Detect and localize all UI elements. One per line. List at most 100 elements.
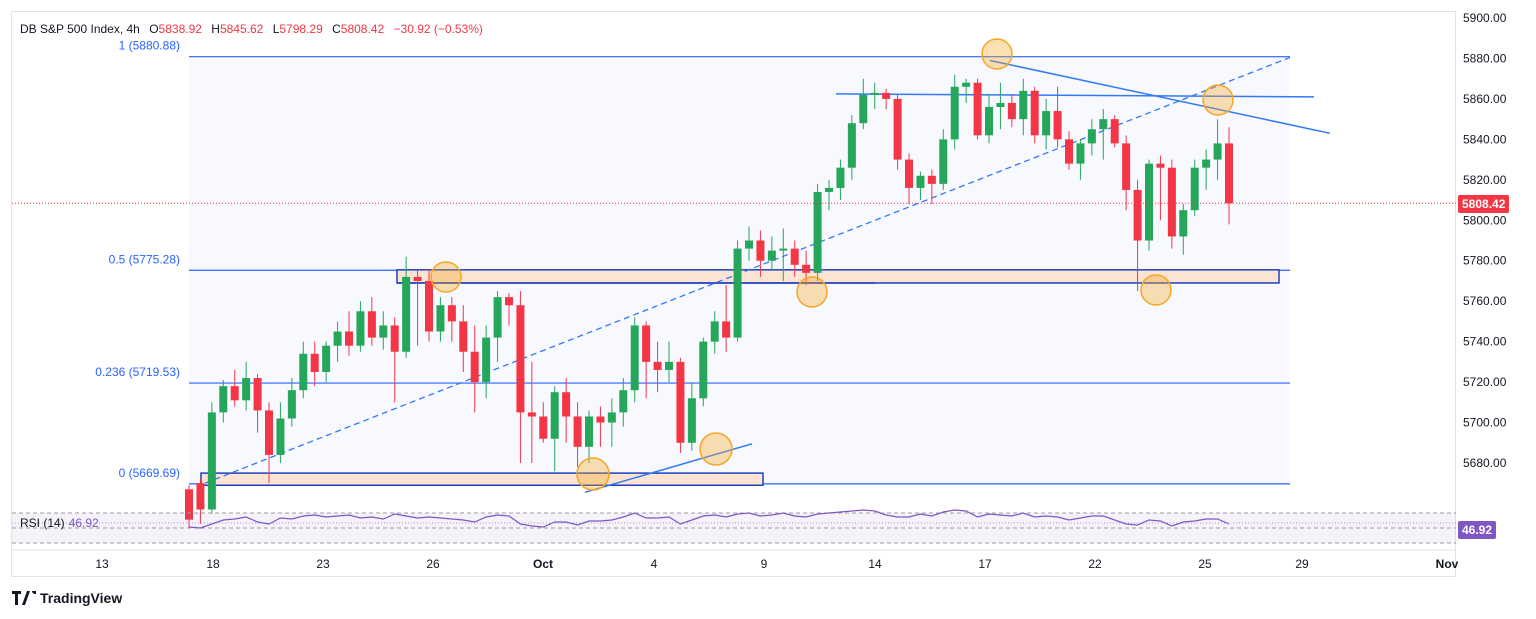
candle-up	[276, 418, 285, 455]
candle-up	[1213, 143, 1222, 160]
candle-up	[767, 250, 776, 261]
candle-down	[345, 331, 353, 346]
candle-up	[607, 412, 616, 423]
fib-label: 0 (5669.69)	[119, 466, 180, 480]
x-tick-label: 22	[1088, 557, 1102, 571]
candle-up	[665, 361, 673, 370]
candle-down	[882, 92, 891, 99]
candle-up	[219, 386, 228, 413]
candle-up	[813, 191, 822, 273]
minor-trendline	[584, 443, 753, 494]
y-tick-label: 5820.00	[1463, 173, 1507, 187]
y-tick-label: 5860.00	[1463, 92, 1507, 106]
candle-down	[1167, 167, 1176, 237]
candle-down	[642, 325, 651, 362]
candle-down	[196, 483, 205, 510]
candle-up	[1190, 167, 1199, 211]
resistance-line	[835, 93, 1315, 98]
candle-down	[527, 412, 536, 417]
candle-up	[825, 187, 833, 192]
candle-down	[1225, 143, 1233, 204]
candle-up	[710, 321, 719, 342]
candle-up	[356, 311, 365, 346]
candle-down	[653, 361, 662, 370]
candle-up	[870, 92, 879, 95]
candle-up	[482, 337, 491, 383]
candle-down	[230, 386, 239, 401]
chart-header: DB S&P 500 Index, 4h O5838.92 H5845.62 L…	[20, 22, 483, 36]
candle-up	[779, 248, 788, 251]
y-tick-label: 5680.00	[1463, 456, 1507, 470]
candle-down	[802, 264, 811, 273]
x-tick-label: 23	[316, 557, 330, 571]
support-zone-lower	[200, 472, 764, 486]
candle-down	[893, 98, 902, 160]
descending-trendline	[989, 59, 1331, 135]
symbol-title: DB S&P 500 Index, 4h	[20, 22, 140, 36]
candle-down	[447, 305, 456, 322]
low-value: 5798.29	[279, 22, 323, 36]
close-value: 5808.42	[340, 22, 385, 36]
candle-down	[722, 321, 731, 338]
rsi-title: RSI (14)	[20, 516, 65, 530]
candle-down	[539, 416, 548, 439]
x-tick-label: 14	[868, 557, 882, 571]
candle-down	[562, 392, 571, 417]
candle-up	[402, 276, 411, 352]
x-tick-label: 26	[426, 557, 440, 571]
x-tick-label: 4	[651, 557, 658, 571]
y-tick-label: 5900.00	[1463, 11, 1507, 25]
tradingview-logo[interactable]: TradingView	[12, 590, 122, 606]
y-tick-label: 5780.00	[1463, 254, 1507, 268]
y-tick-label: 5700.00	[1463, 416, 1507, 430]
candle-down	[265, 410, 273, 455]
candle-up	[1202, 159, 1211, 168]
candle-up	[493, 297, 502, 338]
y-tick-label: 5760.00	[1463, 294, 1507, 308]
rsi-inline-value: 46.92	[68, 516, 99, 530]
y-tick-label: 5800.00	[1463, 213, 1507, 227]
y-tick-label: 5720.00	[1463, 375, 1507, 389]
candle-down	[1007, 102, 1016, 120]
x-tick-label: 9	[761, 557, 768, 571]
candle-up	[550, 392, 559, 439]
highlight-circle	[430, 261, 462, 293]
candle-up	[1099, 119, 1108, 130]
candle-down	[470, 351, 479, 383]
candle-down	[790, 248, 799, 265]
y-tick-label: 5840.00	[1463, 132, 1507, 146]
brand-name: TradingView	[40, 590, 123, 606]
candle-up	[996, 102, 1005, 108]
candle-up	[287, 390, 296, 419]
candle-down	[1122, 143, 1131, 190]
chart-frame	[11, 11, 1456, 577]
candle-down	[573, 416, 582, 447]
rising-trendline-dashed	[204, 56, 1291, 484]
fib-label: 0.236 (5719.53)	[95, 365, 180, 379]
highlight-circle	[1140, 274, 1172, 306]
change-value: −30.92 (−0.53%)	[393, 22, 483, 36]
y-tick-label: 5880.00	[1463, 51, 1507, 65]
candle-down	[927, 175, 936, 184]
y-tick-label: 5740.00	[1463, 335, 1507, 349]
rsi-line	[188, 509, 1230, 529]
x-tick-label: 13	[95, 557, 109, 571]
candle-up	[687, 398, 696, 443]
candle-down	[253, 378, 262, 411]
x-tick-label: Oct	[533, 557, 553, 571]
rsi-label: RSI (14) 46.92	[20, 516, 99, 530]
candle-down	[756, 240, 765, 261]
candle-up	[1019, 90, 1028, 120]
candle-down	[1053, 111, 1062, 140]
x-tick-label: 29	[1295, 557, 1309, 571]
highlight-circle	[981, 38, 1013, 70]
candle-down	[310, 353, 319, 372]
x-tick-label: 17	[978, 557, 992, 571]
candle-up	[699, 341, 708, 399]
highlight-circle	[796, 276, 828, 308]
candle-up	[962, 82, 971, 87]
last-price-badge: 5808.42	[1458, 195, 1510, 213]
candle-up	[836, 167, 845, 188]
candle-up	[322, 345, 331, 372]
